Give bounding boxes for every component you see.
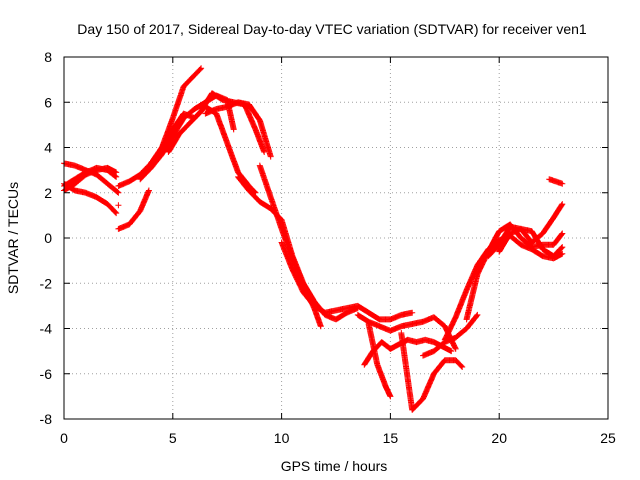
series-pass-12 xyxy=(256,162,324,330)
point-markers xyxy=(256,162,324,330)
y-tick-label: 0 xyxy=(44,230,52,246)
x-tick-label: 10 xyxy=(274,430,290,446)
series-pass-10 xyxy=(202,99,274,160)
x-tick-label: 15 xyxy=(383,430,399,446)
x-axis-label: GPS time / hours xyxy=(281,458,388,474)
y-tick-label: -6 xyxy=(40,366,53,382)
point-markers xyxy=(235,173,361,323)
point-markers xyxy=(115,202,122,209)
x-tick-label: 5 xyxy=(169,430,177,446)
point-markers xyxy=(496,225,566,260)
y-tick-label: -8 xyxy=(40,411,53,427)
series-pass-5 xyxy=(115,65,205,189)
series-pass-6 xyxy=(115,187,152,232)
series-pass-16 xyxy=(365,321,394,400)
chart-title: Day 150 of 2017, Sidereal Day-to-day VTE… xyxy=(77,21,587,37)
x-tick-label: 25 xyxy=(600,430,616,446)
point-markers xyxy=(365,321,394,400)
y-tick-label: 2 xyxy=(44,185,52,201)
y-tick-label: 8 xyxy=(44,49,52,65)
axis-ticks: 0 5 10 15 20 25 -8 -6 -4 -2 0 2 4 6 8 xyxy=(40,49,616,446)
point-markers xyxy=(398,330,466,413)
point-markers xyxy=(278,239,416,323)
series-pass-18 xyxy=(420,311,481,359)
y-tick-label: 4 xyxy=(44,140,52,156)
point-markers xyxy=(61,160,122,196)
series-isolated xyxy=(115,202,122,209)
series-pass-23 xyxy=(546,176,566,187)
series-pass-17 xyxy=(398,330,466,413)
y-tick-label: -4 xyxy=(40,321,53,337)
y-axis-label: SDTVAR / TECUs xyxy=(5,182,21,294)
data-points xyxy=(61,65,566,413)
point-markers xyxy=(546,176,566,187)
point-markers xyxy=(115,187,152,232)
series-pass-2 xyxy=(61,160,122,196)
point-markers xyxy=(115,65,205,189)
series-pass-11 xyxy=(235,173,361,323)
series-pass-13 xyxy=(278,239,416,323)
x-tick-label: 20 xyxy=(491,430,507,446)
point-markers xyxy=(420,311,481,359)
x-tick-label: 0 xyxy=(60,430,68,446)
y-tick-label: -2 xyxy=(40,275,53,291)
series-pass-22 xyxy=(496,225,566,260)
y-tick-label: 6 xyxy=(44,94,52,110)
point-markers xyxy=(202,99,274,160)
